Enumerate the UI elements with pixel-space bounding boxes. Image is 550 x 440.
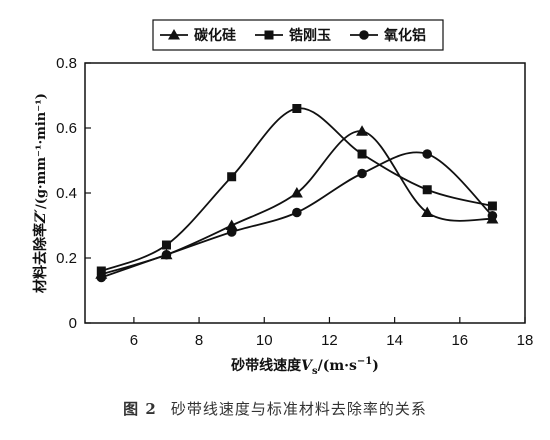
y-axis-title-var: Z′ [33,209,49,224]
x-tick-label: 16 [451,332,468,349]
x-axis-title-unit-close: ) [372,358,379,374]
data-point-square [422,185,432,195]
x-axis-title-unit-sup: −1 [357,356,372,367]
series-triangle [95,125,499,279]
data-point-square [357,149,367,159]
x-axis-title: 砂带线速度Vs/(m·s−1) [230,356,379,377]
x-tick-label: 10 [256,332,273,349]
data-point-triangle [356,125,369,136]
x-axis-title-sub: s [312,366,318,377]
legend-marker-triangle [168,29,180,40]
legend-label: 碳化硅 [194,27,236,44]
data-point-square [292,104,302,113]
data-point-square [96,266,106,276]
data-point-circle [357,168,367,179]
x-tick-label: 6 [130,332,138,349]
data-point-circle [161,249,172,260]
y-tick-label: 0.2 [56,250,77,267]
figure-caption-text: 砂带线速度与标准材料去除率的关系 [170,400,427,418]
x-tick-label: 12 [321,332,338,349]
plot-frame [84,62,526,324]
y-tick-label: 0.8 [56,55,77,72]
data-point-circle [487,210,498,221]
data-point-triangle [225,219,238,230]
x-axis-title-main: 砂带线速度 [230,357,302,374]
x-axis-title-var: V [301,358,314,374]
legend-label: 锆刚玉 [289,27,331,44]
figure-number: 图 2 [123,400,157,418]
y-tick-label: 0 [69,315,77,332]
x-tick-label: 14 [386,332,403,349]
x-axis: 6 8 10 12 14 16 18 [130,317,534,349]
chart-svg: 0 0.2 0.4 0.6 0.8 6 8 10 12 14 16 18 碳化硅 锆刚玉 氧化铝 材料去… [32,19,534,377]
legend-label: 氧化铝 [383,27,426,44]
y-axis-title-main: 材料去除率 [32,223,49,293]
data-point-circle [292,207,302,218]
series-square [96,104,497,276]
y-axis: 0 0.2 0.4 0.6 0.8 [56,55,91,332]
data-point-square [487,201,497,211]
data-point-circle [226,227,237,237]
data-point-triangle [421,206,434,217]
legend-marker-square [264,30,274,40]
series-layer [95,104,499,283]
figure-caption: 图 2 砂带线速度与标准材料去除率的关系 [0,398,550,419]
y-axis-title-unit: /(g·mm⁻¹·min⁻¹) [34,93,49,209]
data-point-circle [96,272,107,283]
x-axis-title-unit: /(m·s [318,358,357,374]
y-tick-label: 0.4 [56,185,77,202]
legend-box [152,19,444,51]
data-point-triangle [290,187,303,198]
x-tick-label: 18 [517,332,534,349]
legend: 碳化硅 锆刚玉 氧化铝 [152,19,444,51]
data-point-square [161,240,171,250]
series-line [101,130,493,276]
data-point-square [227,172,237,182]
y-tick-label: 0.6 [56,120,77,137]
legend-marker-circle [359,30,369,40]
series-circle [96,149,498,283]
y-axis-title: 材料去除率Z′/(g·mm⁻¹·min⁻¹) [32,93,49,293]
data-point-circle [422,149,433,159]
x-tick-label: 8 [195,332,203,349]
